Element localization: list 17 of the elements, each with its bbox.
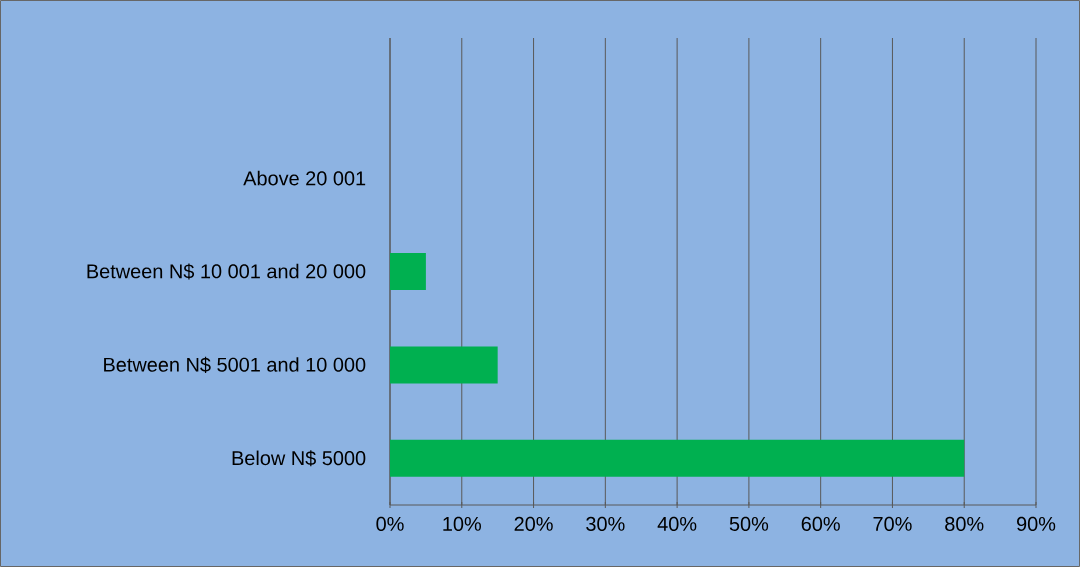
x-tick-label: 80% (945, 516, 984, 531)
x-tick-label: 70% (873, 516, 912, 531)
x-tick-label: 30% (586, 516, 625, 531)
x-tick-label: 40% (657, 516, 697, 531)
bar (390, 346, 498, 384)
x-tick-label: 50% (729, 516, 769, 531)
bar (390, 253, 426, 290)
x-tick-label: 20% (514, 516, 553, 531)
y-tick-label: Below N$ 5000 (232, 450, 366, 467)
x-tick-label: 10% (443, 516, 481, 531)
y-tick-label: Above 20 001 (243, 170, 366, 186)
y-tick-label: Between N$ 5001 and 10 000 (104, 356, 366, 373)
x-tick-label: 60% (801, 516, 840, 531)
bar (390, 439, 965, 477)
x-tick-label: 90% (1017, 516, 1056, 531)
x-tick-label: 0% (376, 516, 404, 531)
y-tick-label: Between N$ 10 001 and 20 000 (87, 263, 366, 280)
